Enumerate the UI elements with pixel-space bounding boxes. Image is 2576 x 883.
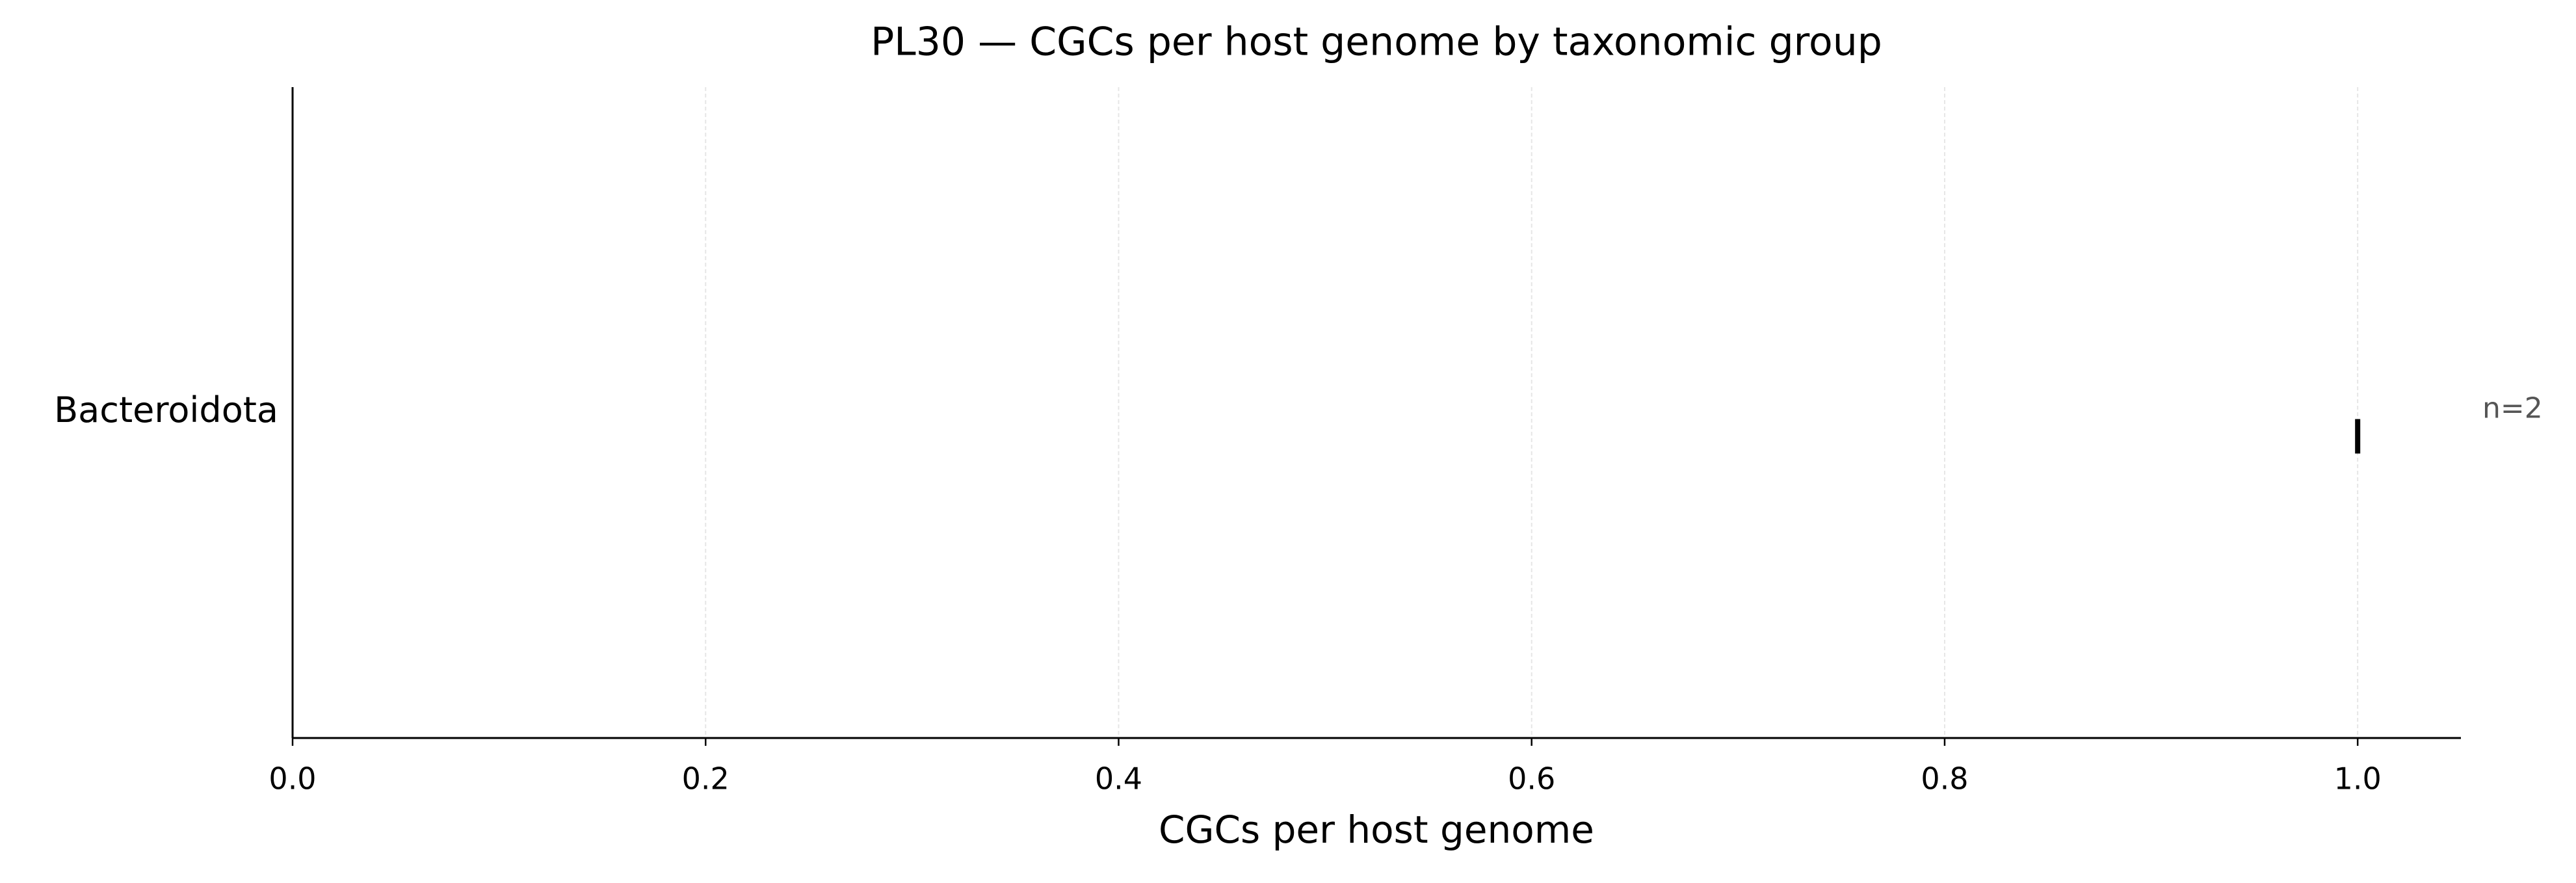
x-tick-label: 0.2 xyxy=(682,761,729,797)
x-tick-label: 0.8 xyxy=(1921,761,1968,797)
y-tick-label: Bacteroidota xyxy=(54,389,278,430)
x-tick-label: 0.0 xyxy=(269,761,316,797)
x-tick-label: 1.0 xyxy=(2334,761,2382,797)
chart-title: PL30 — CGCs per host genome by taxonomic… xyxy=(871,20,1882,65)
x-tick-label: 0.6 xyxy=(1508,761,1555,797)
x-axis-label: CGCs per host genome xyxy=(1159,808,1594,852)
count-annotation: n=2 xyxy=(2482,392,2543,425)
x-tick-label: 0.4 xyxy=(1095,761,1142,797)
